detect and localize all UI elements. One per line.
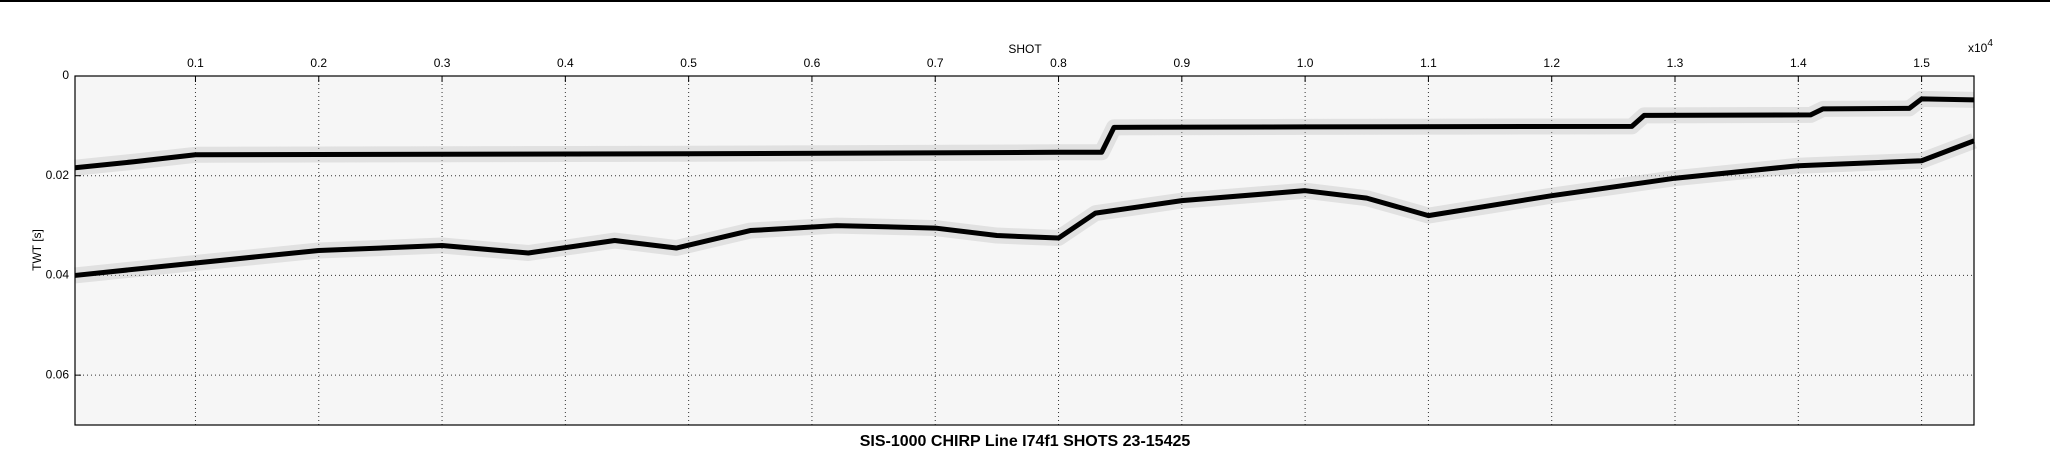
reflector [74,138,1975,278]
x-tick-label: 0.6 [804,56,821,70]
y-tick-label: 0 [62,68,69,82]
plot-area [75,76,1974,425]
reflector [74,96,1975,171]
y-axis-label: TWT [s] [30,229,44,271]
x-tick-label: 1.2 [1543,56,1560,70]
x-tick-label: 0.3 [434,56,451,70]
y-tick-label: 0.06 [46,367,70,381]
plot-frame [74,75,1975,426]
y-tick-label: 0.02 [46,168,70,182]
marks [74,75,1977,425]
x-tick-label: 0.8 [1050,56,1067,70]
x-tick-label: 0.2 [310,56,327,70]
x-tick-label: 0.5 [680,56,697,70]
x-tick-label: 1.0 [1297,56,1314,70]
x-tick-label: 0.1 [187,56,204,70]
x-multiplier-exponent: 4 [1987,38,1993,49]
x-tick-label: 1.5 [1913,56,1930,70]
x-multiplier-base: x10 [1968,41,1988,55]
x-tick-label: 0.7 [927,56,944,70]
x-tick-label: 1.3 [1667,56,1684,70]
x-tick-label: 0.9 [1173,56,1190,70]
x-tick-label: 1.4 [1790,56,1807,70]
x-tick-label: 1.1 [1420,56,1437,70]
x-multiplier: x104 [1968,38,1993,56]
chart-title: SIS-1000 CHIRP Line I74f1 SHOTS 23-15425 [860,433,1191,450]
x-axis-label: SHOT [1008,42,1042,56]
y-tick-label: 0.04 [46,268,70,282]
x-tick-label: 0.4 [557,56,574,70]
